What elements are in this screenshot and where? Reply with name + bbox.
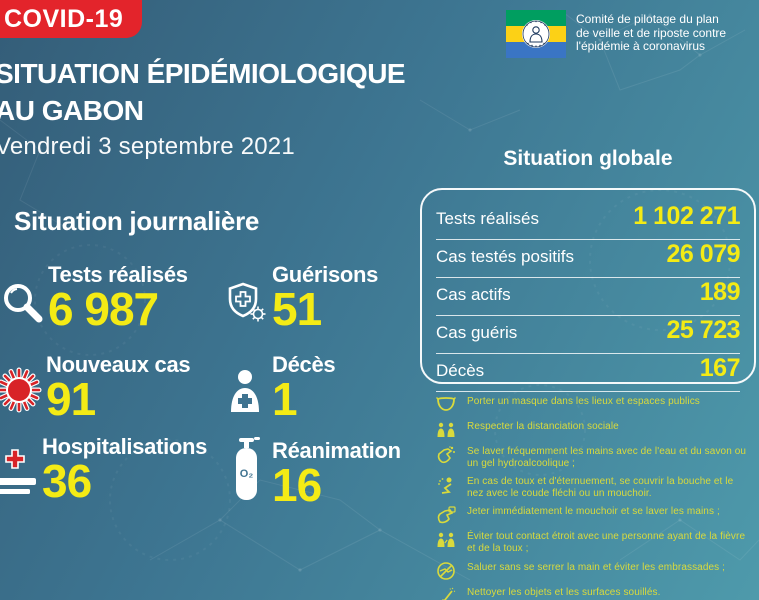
recommendations-list: Porter un masque dans les lieux et espac…	[436, 396, 752, 600]
reco-item-avoid-contact: Éviter tout contact étroit avec une pers…	[436, 531, 752, 554]
report-date: Vendredi 3 septembre 2021	[0, 133, 295, 160]
stat-label: Tests réalisés	[48, 262, 188, 287]
global-row-label: Cas guéris	[436, 323, 518, 342]
committee-line-2: de veille et de riposte contre	[576, 25, 727, 40]
shield-cross-virus-icon	[228, 282, 266, 322]
reco-item-mask: Porter un masque dans les lieux et espac…	[436, 396, 752, 414]
stat-value: 51	[272, 283, 322, 335]
reco-item-hand-washing: Se laver fréquemment les mains avec de l…	[436, 446, 752, 469]
reco-text: Respecter la distanciation sociale	[467, 421, 619, 432]
global-row-label: Décès	[436, 361, 485, 380]
global-row-label: Cas testés positifs	[436, 247, 574, 266]
page-title-line2: AU GABON	[0, 95, 144, 126]
stat-label: Réanimation	[272, 438, 401, 463]
global-row-value: 167	[699, 354, 741, 382]
stat-value: 6 987	[48, 283, 159, 335]
avoid-contact-icon	[437, 533, 455, 548]
clean-surfaces-icon	[441, 587, 456, 600]
reco-item-distancing: Respecter la distanciation sociale	[436, 421, 752, 439]
reco-item-clean-surfaces: Nettoyer les objets et les surfaces soui…	[436, 587, 752, 600]
tissue-disposal-icon	[437, 506, 456, 524]
reco-text: Porter un masque dans les lieux et espac…	[467, 396, 700, 407]
global-row-gueris: Cas guéris 25 723	[436, 316, 741, 354]
page-title-line1: SITUATION ÉPIDÉMIOLOGIQUE	[0, 58, 406, 89]
person-cross-icon	[231, 370, 259, 412]
global-row-value: 25 723	[666, 316, 741, 344]
stat-label: Guérisons	[272, 262, 379, 287]
reco-item-no-handshake: Saluer sans se serrer la main et éviter …	[436, 562, 752, 580]
global-row-positifs: Cas testés positifs 26 079	[436, 240, 741, 278]
virus-icon	[0, 367, 42, 413]
stat-label: Décès	[272, 352, 336, 377]
covid-banner: COVID-19	[0, 0, 142, 38]
stat-guerisons: Guérisons 51	[224, 262, 378, 332]
committee-text: Comité de pilotage du plan de veille et …	[576, 10, 726, 58]
committee-line-3: l'épidémie à coronavirus	[576, 39, 706, 54]
global-row-actifs: Cas actifs 189	[436, 278, 741, 316]
reco-item-tissue-disposal: Jeter immédiatement le mouchoir et se la…	[436, 506, 752, 524]
committee-line-1: Comité de pilotage du plan	[576, 12, 719, 26]
stat-label: Nouveaux cas	[46, 352, 191, 377]
magnifier-icon	[4, 284, 43, 323]
stat-tests-realises: Tests réalisés 6 987	[0, 262, 188, 332]
global-section-title: Situation globale	[503, 147, 673, 170]
reco-text: Jeter immédiatement le mouchoir et se la…	[467, 506, 720, 518]
global-row-label: Cas actifs	[436, 285, 511, 304]
social-distancing-icon	[437, 422, 455, 437]
stat-value: 1	[272, 373, 298, 425]
stat-value: 16	[272, 459, 322, 511]
daily-section-title: Situation journalière	[14, 206, 260, 236]
stat-deces: Décès 1	[226, 350, 336, 425]
hand-washing-icon	[437, 446, 455, 464]
oxygen-tank-icon: O₂	[236, 437, 260, 500]
hospital-bed-icon	[0, 449, 36, 494]
stat-label: Hospitalisations	[42, 434, 208, 459]
reco-item-cough-elbow: En cas de toux et d'éternuement, se couv…	[436, 476, 752, 499]
global-row-label: Tests réalisés	[436, 209, 539, 228]
reco-text: Se laver fréquemment les mains avec de l…	[467, 446, 747, 469]
stat-value: 91	[46, 373, 96, 425]
global-situation-panel: Tests réalisés 1 102 271 Cas testés posi…	[420, 188, 756, 392]
stat-value: 36	[42, 455, 92, 507]
svg-text:O₂: O₂	[240, 468, 254, 480]
committee-block: Comité de pilotage du plan de veille et …	[506, 10, 726, 58]
mask-icon	[436, 397, 456, 411]
reco-text: Saluer sans se serrer la main et éviter …	[467, 561, 726, 573]
page-header: SITUATION ÉPIDÉMIOLOGIQUE AU GABON Vendr…	[0, 55, 406, 161]
gabon-flag-emblem-icon	[506, 10, 566, 58]
stat-reanimation: O₂ Réanimation 16	[230, 432, 401, 508]
covid-banner-label: COVID-19	[4, 4, 124, 33]
global-row-tests: Tests réalisés 1 102 271	[436, 202, 740, 240]
reco-text: Éviter tout contact étroit avec une pers…	[467, 531, 746, 554]
global-row-deces: Décès 167	[436, 354, 741, 392]
reco-text: Nettoyer les objets et les surfaces soui…	[467, 586, 661, 598]
reco-text: En cas de toux et d'éternuement, se couv…	[467, 476, 734, 499]
no-handshake-icon	[437, 561, 455, 580]
cough-elbow-icon	[438, 477, 452, 495]
stat-nouveaux-cas: Nouveaux cas 91	[0, 350, 191, 425]
global-row-value: 189	[699, 278, 741, 306]
global-row-value: 1 102 271	[633, 202, 740, 230]
stat-hospitalisations: Hospitalisations 36	[0, 432, 207, 504]
global-row-value: 26 079	[666, 240, 741, 268]
